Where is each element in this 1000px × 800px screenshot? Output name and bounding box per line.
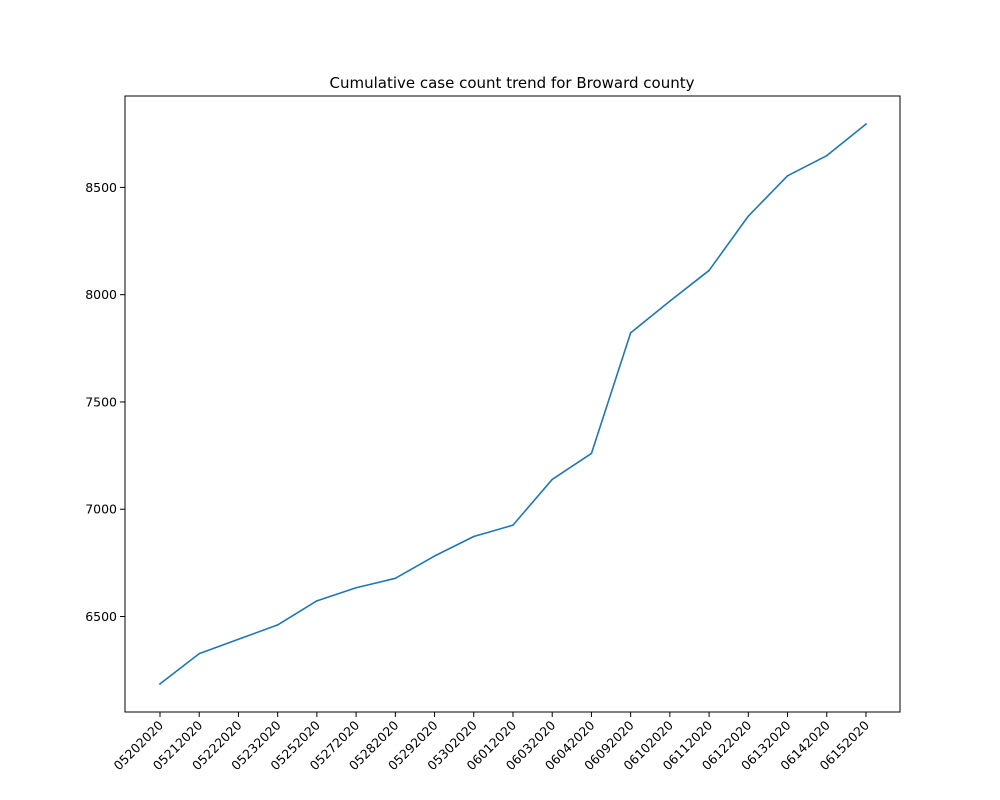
data-point xyxy=(159,683,161,685)
data-point xyxy=(708,269,710,272)
y-axis: 6500 7000 7500 8000 8500 xyxy=(85,180,125,624)
y-tick-label: 8500 xyxy=(85,180,117,195)
y-tick-label: 6500 xyxy=(85,609,117,624)
data-point xyxy=(747,215,750,217)
data-point xyxy=(316,600,318,602)
series-line xyxy=(158,122,868,686)
series-layer xyxy=(158,122,868,686)
x-axis: 0520202005212020052220200523202005252020… xyxy=(111,712,872,773)
data-point xyxy=(394,577,397,580)
data-point xyxy=(825,154,828,157)
chart-title: Cumulative case count trend for Broward … xyxy=(329,74,694,92)
data-point xyxy=(276,624,279,626)
data-point xyxy=(669,300,671,302)
data-point xyxy=(865,123,867,125)
data-point xyxy=(629,332,632,334)
data-point xyxy=(237,638,240,641)
y-tick-label: 7500 xyxy=(85,394,117,409)
y-tick-label: 7000 xyxy=(85,502,117,517)
data-point xyxy=(551,478,553,481)
data-point xyxy=(198,652,201,655)
data-point xyxy=(786,175,789,177)
plot-area-frame xyxy=(124,95,901,713)
data-point xyxy=(590,452,593,455)
data-point xyxy=(512,524,514,526)
y-tick-label: 8000 xyxy=(85,287,117,302)
data-point xyxy=(472,535,475,538)
data-point xyxy=(433,555,436,557)
data-point xyxy=(355,586,357,589)
